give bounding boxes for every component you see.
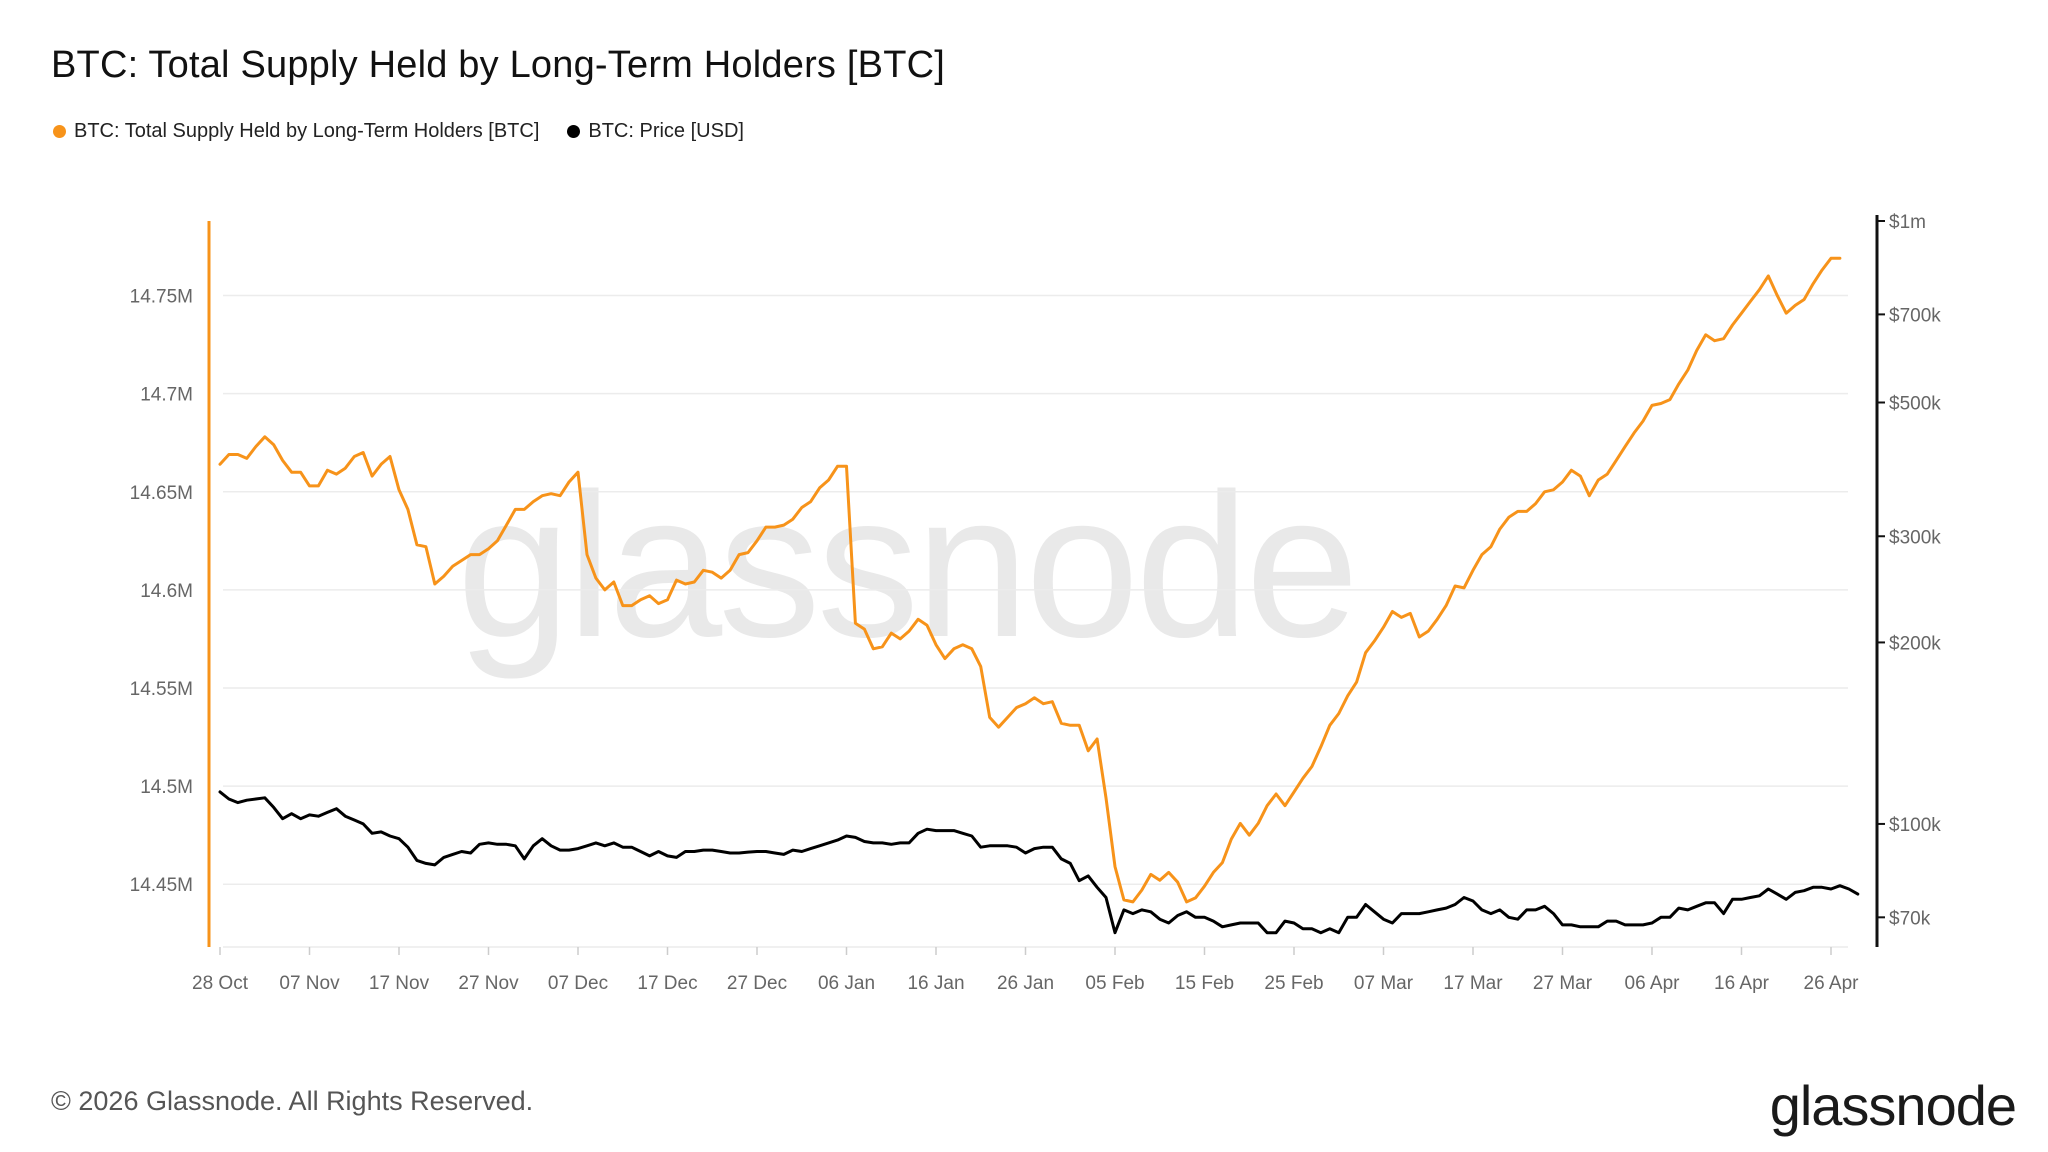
legend-label-price: BTC: Price [USD]: [588, 120, 744, 142]
x-tick-label: 15 Feb: [1175, 973, 1234, 994]
x-tick-label: 17 Dec: [637, 973, 697, 994]
x-tick-label: 25 Feb: [1264, 973, 1323, 994]
x-tick-label: 28 Oct: [192, 973, 249, 994]
y-left-tick-label: 14.7M: [140, 385, 193, 406]
y-right-tick-label: $700k: [1889, 305, 1941, 326]
glassnode-logo: glassnode: [1769, 1074, 2017, 1137]
y-left-tick-label: 14.55M: [130, 679, 193, 700]
x-tick-label: 05 Feb: [1085, 973, 1144, 994]
y-left-tick-label: 14.65M: [130, 483, 193, 504]
legend-item-lth-supply[interactable]: BTC: Total Supply Held by Long-Term Hold…: [53, 120, 539, 143]
x-tick-label: 27 Dec: [727, 973, 787, 994]
x-tick-label: 17 Nov: [369, 973, 430, 994]
x-tick-label: 16 Jan: [907, 973, 964, 994]
y-left-tick-label: 14.45M: [130, 875, 193, 896]
y-right-tick-label: $500k: [1889, 394, 1941, 415]
x-tick-label: 07 Dec: [548, 973, 608, 994]
copyright-notice: © 2026 Glassnode. All Rights Reserved.: [51, 1086, 534, 1116]
watermark: glassnode: [457, 451, 1356, 680]
legend-dot-lth-supply: [53, 125, 66, 138]
x-tick-label: 16 Apr: [1714, 973, 1770, 994]
y-right-tick-label: $70k: [1889, 908, 1931, 929]
series-line-lth-supply: [218, 256, 1842, 904]
y-right-tick-label: $300k: [1889, 527, 1941, 548]
series-line-price: [218, 790, 1860, 935]
x-tick-label: 27 Mar: [1533, 973, 1593, 994]
x-tick-label: 07 Nov: [279, 973, 340, 994]
legend-item-price[interactable]: BTC: Price [USD]: [567, 120, 744, 143]
x-tick-label: 17 Mar: [1443, 973, 1503, 994]
legend: BTC: Total Supply Held by Long-Term Hold…: [53, 120, 772, 143]
y-left-tick-label: 14.75M: [130, 287, 193, 308]
legend-label-lth-supply: BTC: Total Supply Held by Long-Term Hold…: [74, 120, 540, 142]
y-left-tick-label: 14.5M: [140, 777, 193, 798]
x-tick-label: 26 Apr: [1804, 973, 1860, 994]
x-tick-label: 27 Nov: [458, 973, 519, 994]
x-tick-label: 07 Mar: [1354, 973, 1414, 994]
y-right-tick-label: $1m: [1889, 212, 1926, 233]
y-left-tick-label: 14.6M: [140, 581, 193, 602]
x-tick-label: 06 Jan: [818, 973, 875, 994]
y-right-tick-label: $200k: [1889, 633, 1941, 654]
x-tick-label: 26 Jan: [997, 973, 1054, 994]
x-tick-label: 06 Apr: [1625, 973, 1681, 994]
y-right-tick-label: $100k: [1889, 815, 1941, 836]
legend-dot-price: [567, 125, 581, 138]
chart-title: BTC: Total Supply Held by Long-Term Hold…: [51, 44, 946, 86]
